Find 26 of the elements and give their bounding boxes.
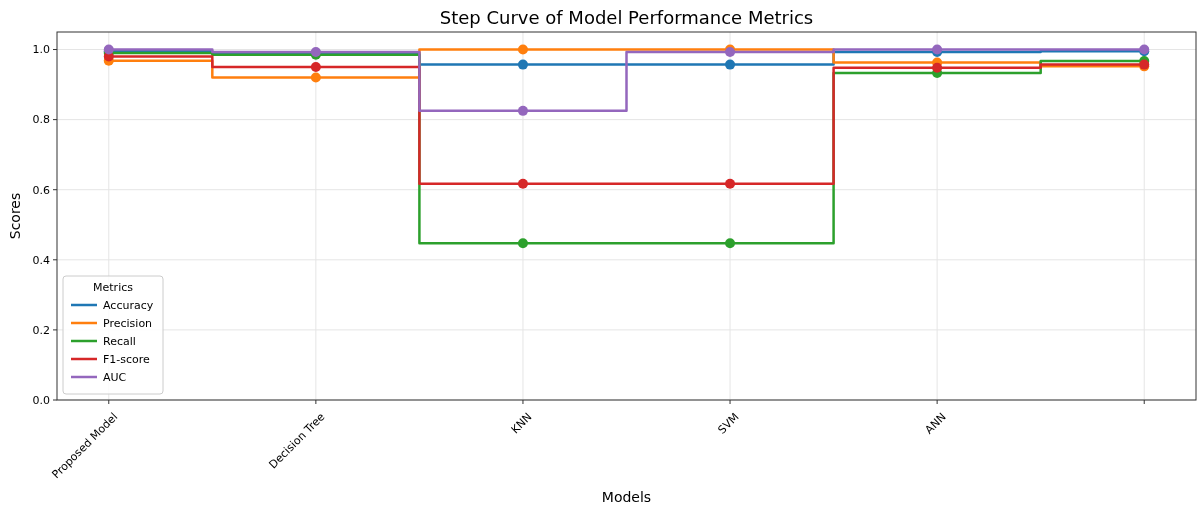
legend-label: Precision: [103, 316, 153, 330]
point: [932, 62, 943, 73]
point: [725, 238, 736, 249]
x-axis-title: Models: [601, 489, 652, 505]
y-tick-label: 0.0: [32, 393, 50, 407]
y-tick-label: 0.6: [32, 183, 50, 197]
legend-title: Metrics: [93, 281, 134, 294]
legend-label: Recall: [103, 334, 136, 348]
y-tick-label: 1.0: [32, 43, 50, 57]
legend-label: Accuracy: [103, 298, 154, 312]
point: [725, 59, 736, 70]
legend-label: F1-score: [103, 352, 151, 366]
y-axis-title: Scores: [7, 192, 23, 240]
point: [310, 62, 321, 73]
y-tick-label: 0.8: [32, 113, 50, 127]
y-tick-label: 0.4: [32, 253, 50, 267]
point: [725, 178, 736, 189]
point: [517, 105, 528, 116]
y-tick-label: 0.2: [32, 323, 50, 337]
point: [517, 238, 528, 249]
point: [517, 59, 528, 70]
point: [517, 178, 528, 189]
legend-label: AUC: [103, 370, 127, 384]
point: [310, 72, 321, 83]
point: [517, 44, 528, 55]
chart-title: Step Curve of Model Performance Metrics: [439, 7, 814, 28]
